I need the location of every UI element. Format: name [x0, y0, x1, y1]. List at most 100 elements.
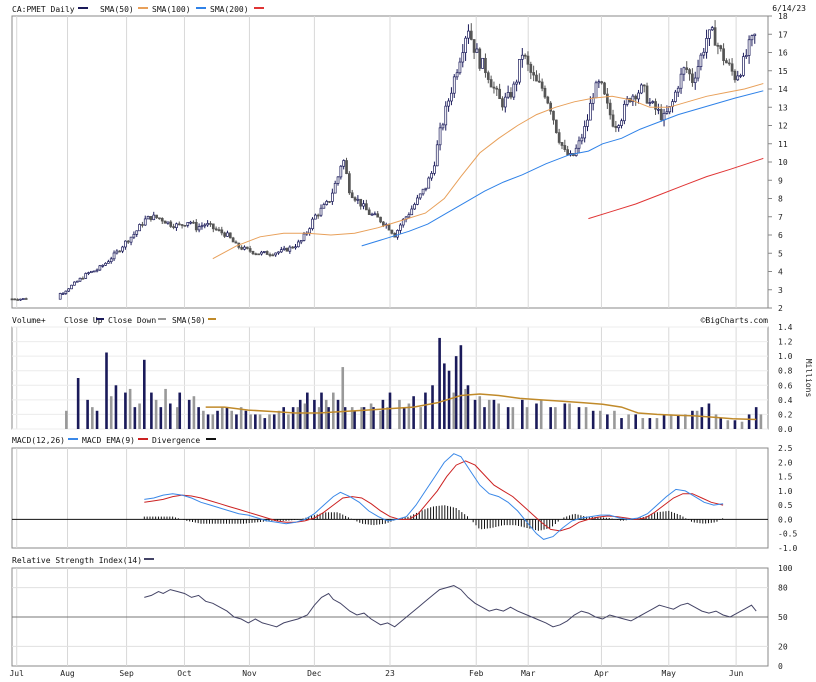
y-tick-label: 14	[778, 85, 788, 94]
candle-body	[645, 85, 649, 104]
candle-body	[560, 142, 564, 146]
candle-body	[461, 52, 465, 63]
candle-body	[311, 218, 314, 230]
volume-bar-down	[568, 403, 571, 429]
y-tick-label: 15	[778, 67, 788, 76]
candle-body	[396, 230, 399, 238]
candle-body	[648, 102, 652, 104]
candle-body	[382, 221, 385, 226]
candle-body	[676, 87, 680, 93]
volume-bar-up	[254, 414, 257, 429]
y-tick-label: 0.5	[778, 501, 793, 510]
candle-body	[523, 54, 527, 57]
candle-body	[472, 39, 476, 53]
volume-bar-up	[143, 359, 146, 429]
x-tick-label: Aug	[60, 669, 75, 678]
candle-body	[387, 224, 391, 231]
macd-legend-divergence: Divergence	[152, 436, 200, 445]
x-tick-label: Oct	[177, 669, 192, 678]
volume-bar-down	[154, 399, 158, 429]
candle-body	[203, 224, 207, 227]
volume-bar-up	[95, 410, 99, 429]
candle-body	[447, 100, 450, 107]
volume-bar-down	[239, 407, 243, 429]
candle-body	[574, 147, 578, 156]
price-moving-averages	[212, 83, 764, 260]
volume-bar-down	[91, 407, 94, 429]
candle-body	[586, 119, 589, 127]
candle-body	[620, 120, 623, 126]
candle-body	[376, 213, 380, 218]
candle-body	[526, 55, 530, 65]
candle-body	[277, 251, 280, 254]
volume-legend-sma: SMA(50)	[172, 316, 206, 325]
candle-body	[268, 254, 272, 256]
candle-body	[138, 224, 141, 232]
candle-body	[608, 102, 612, 116]
volume-bar-up	[754, 407, 758, 429]
volume-bar-up	[648, 418, 652, 429]
volume-bar-down	[627, 414, 630, 429]
candle-body	[512, 83, 516, 98]
candle-body	[254, 253, 258, 256]
volume-bar-down	[464, 388, 467, 429]
candle-body	[70, 284, 73, 290]
candle-body	[552, 110, 555, 121]
candle-body	[175, 223, 178, 228]
macd-y-axis: -1.0 -0.5 0.0 0.5 1.0 1.5 2.0 2.5	[778, 444, 797, 553]
macd-line	[144, 453, 724, 540]
volume-sma-line	[205, 393, 757, 421]
volume-bar-up	[634, 414, 637, 429]
candle-body	[294, 246, 297, 249]
candle-body	[319, 207, 323, 216]
volume-bar-down	[109, 396, 113, 429]
volume-bar-up	[105, 352, 108, 429]
macd-signal-line	[144, 460, 724, 532]
sma50-line	[212, 83, 764, 260]
y-tick-label: 0	[778, 662, 783, 671]
candle-body	[546, 96, 550, 104]
candle-body	[634, 95, 638, 100]
candle-body	[350, 192, 354, 199]
volume-bar-up	[272, 414, 276, 429]
x-tick-label: Jun	[729, 669, 744, 678]
candle-body	[149, 216, 153, 221]
candle-body	[611, 114, 615, 127]
volume-bar-down	[714, 414, 718, 429]
candle-body	[84, 273, 88, 279]
volume-bar-up	[691, 410, 694, 429]
y-tick-label: 1.5	[778, 473, 793, 482]
volume-bar-up	[676, 415, 680, 429]
candle-body	[135, 230, 139, 235]
candle-body	[64, 290, 68, 294]
volume-bar-up	[313, 399, 316, 429]
candle-body	[308, 228, 312, 234]
volume-bars	[65, 337, 763, 429]
candle-body	[637, 92, 640, 100]
rsi-line	[144, 585, 757, 628]
candle-body	[296, 241, 300, 248]
volume-bar-down	[554, 407, 557, 429]
volume-bar-down	[726, 420, 730, 429]
candle-body	[58, 293, 62, 300]
candle-body	[742, 56, 745, 76]
candle-body	[339, 165, 343, 178]
candle-body	[708, 29, 711, 39]
y-tick-label: -0.5	[778, 530, 797, 539]
candle-body	[407, 214, 411, 218]
header-date: 6/14/23	[772, 4, 806, 13]
volume-bar-up	[459, 345, 463, 429]
candle-body	[705, 38, 708, 53]
volume-bar-up	[563, 403, 567, 429]
candle-body	[719, 45, 723, 50]
candle-body	[328, 201, 331, 203]
volume-bar-up	[76, 378, 80, 429]
candle-body	[501, 98, 504, 108]
price-panel-header: CA:PMET Daily SMA(50) SMA(100) SMA(200) …	[12, 4, 806, 14]
candle-body	[282, 247, 286, 250]
candle-body	[750, 35, 754, 41]
volume-bar-up	[353, 410, 356, 429]
candle-body	[251, 250, 255, 255]
candle-body	[654, 101, 657, 110]
price-y-axis: 2 3 4 5 6 7 8 9 10 11 12 13 14 15 16 17 18	[768, 12, 788, 313]
